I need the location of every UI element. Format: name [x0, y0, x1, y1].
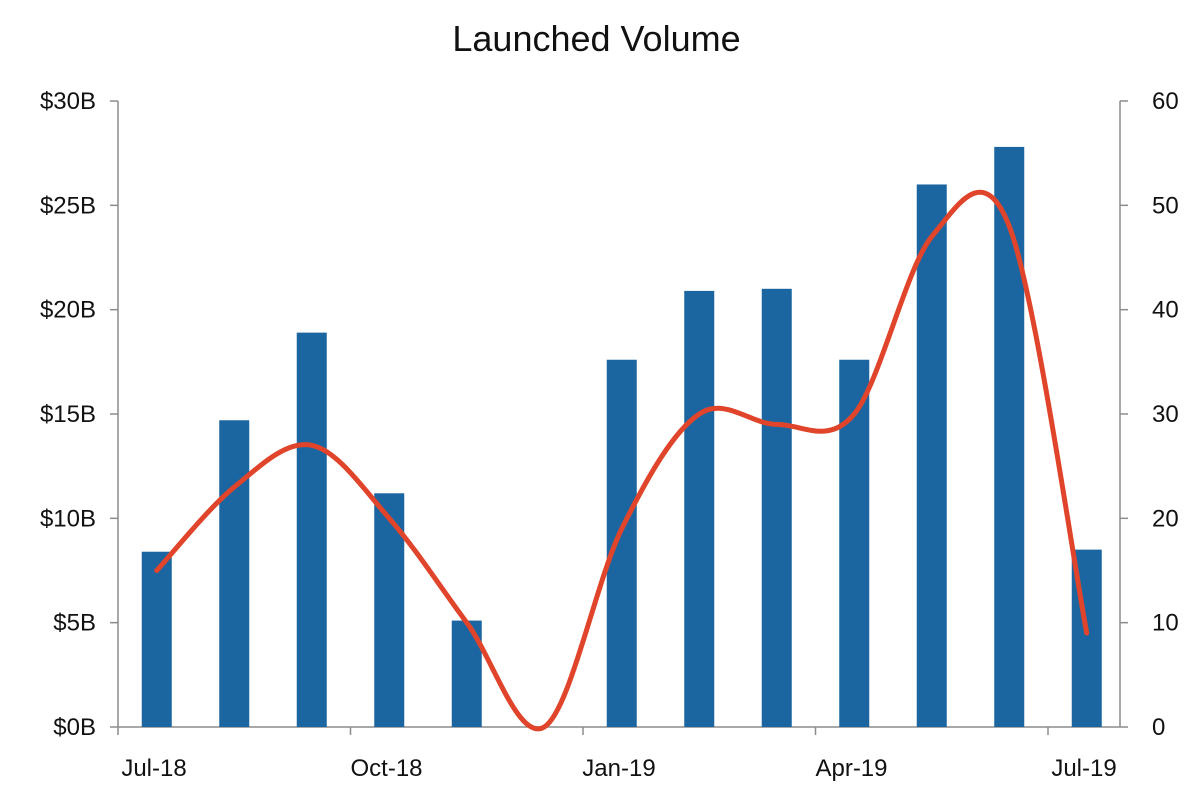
y-left-tick-label: $30B [40, 88, 96, 115]
y-right-tick-label: 0 [1152, 714, 1165, 741]
x-tick-label: Apr-19 [815, 755, 887, 782]
y-right-tick-label: 30 [1152, 401, 1179, 428]
bar [916, 184, 947, 727]
y-right-tick-label: 10 [1152, 610, 1179, 637]
y-left-tick-label: $0B [53, 714, 96, 741]
y-left-tick-label: $5B [53, 610, 96, 637]
x-tick-label: Jan-19 [582, 755, 655, 782]
bar-series [141, 146, 1102, 727]
y-right-tick-label: 20 [1152, 505, 1179, 532]
tick-labels: $0B $5B $10B $15B $20B $25B $30B 0 10 20 30 40 50 60 J… [40, 88, 1179, 782]
bar [141, 551, 172, 727]
chart-title: Launched Volume [452, 18, 741, 59]
y-left-tick-label: $10B [40, 505, 96, 532]
bar [994, 146, 1025, 727]
y-right-tick-label: 60 [1152, 88, 1179, 115]
bar [606, 359, 637, 727]
y-left-tick-label: $15B [40, 401, 96, 428]
x-tick-label: Jul-19 [1051, 755, 1116, 782]
bar [761, 288, 792, 727]
x-tick-label: Jul-18 [121, 755, 186, 782]
count-line [154, 189, 1090, 732]
bar [684, 290, 715, 727]
y-right-tick-label: 50 [1152, 192, 1179, 219]
bar [219, 420, 250, 727]
line-series [154, 189, 1090, 732]
y-right-tick-label: 40 [1152, 297, 1179, 324]
y-left-tick-label: $20B [40, 297, 96, 324]
bar [296, 332, 327, 727]
y-left-tick-label: $25B [40, 192, 96, 219]
x-tick-label: Oct-18 [350, 755, 422, 782]
